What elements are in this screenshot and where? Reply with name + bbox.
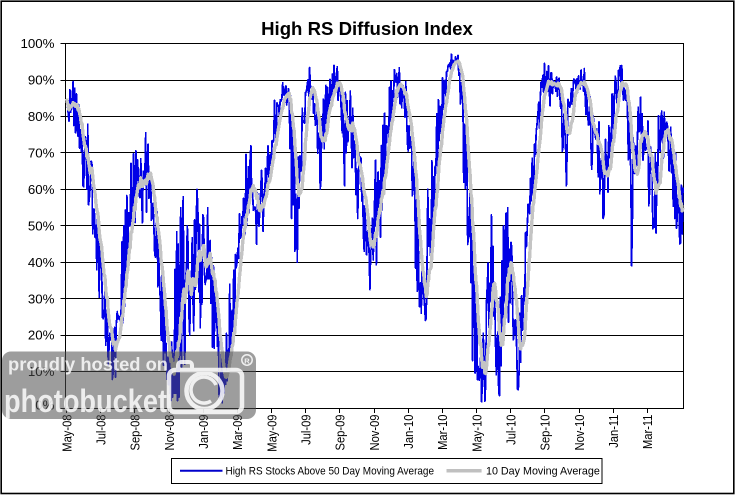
svg-text:70%: 70% [28,146,55,161]
svg-text:High RS Diffusion Index: High RS Diffusion Index [261,18,473,39]
svg-text:May-09: May-09 [264,415,279,452]
svg-text:Jan-10: Jan-10 [401,415,416,449]
svg-text:Mar-09: Mar-09 [230,415,245,450]
svg-text:Jul-08: Jul-08 [94,415,109,445]
svg-text:80%: 80% [28,109,55,124]
svg-text:proudly hosted on: proudly hosted on [8,355,168,375]
svg-text:50%: 50% [28,218,55,233]
svg-text:Mar-11: Mar-11 [640,415,655,450]
svg-text:Nov-09: Nov-09 [367,415,382,451]
svg-text:Jan-11: Jan-11 [606,415,621,448]
svg-text:May-08: May-08 [59,415,74,452]
svg-text:Jan-09: Jan-09 [196,415,211,449]
svg-text:photobucket: photobucket [4,383,167,419]
svg-text:90%: 90% [28,73,55,88]
svg-text:Nov-10: Nov-10 [572,415,587,451]
svg-text:20%: 20% [28,328,55,343]
svg-text:R: R [244,357,250,366]
svg-text:Jul-09: Jul-09 [299,415,314,445]
svg-text:High RS Stocks Above 50 Day Mo: High RS Stocks Above 50 Day Moving Avera… [226,465,435,477]
svg-text:100%: 100% [20,36,54,51]
svg-text:60%: 60% [28,182,55,197]
svg-text:10 Day Moving Average: 10 Day Moving Average [486,466,600,478]
svg-text:Sep-09: Sep-09 [333,415,348,451]
svg-text:40%: 40% [28,255,55,270]
svg-text:Jul-10: Jul-10 [504,415,519,445]
svg-text:Mar-10: Mar-10 [435,415,450,450]
svg-text:Sep-08: Sep-08 [128,415,143,451]
svg-text:Nov-08: Nov-08 [162,415,177,451]
svg-text:May-10: May-10 [469,415,484,452]
svg-text:30%: 30% [28,291,55,306]
svg-text:Sep-10: Sep-10 [538,415,553,451]
